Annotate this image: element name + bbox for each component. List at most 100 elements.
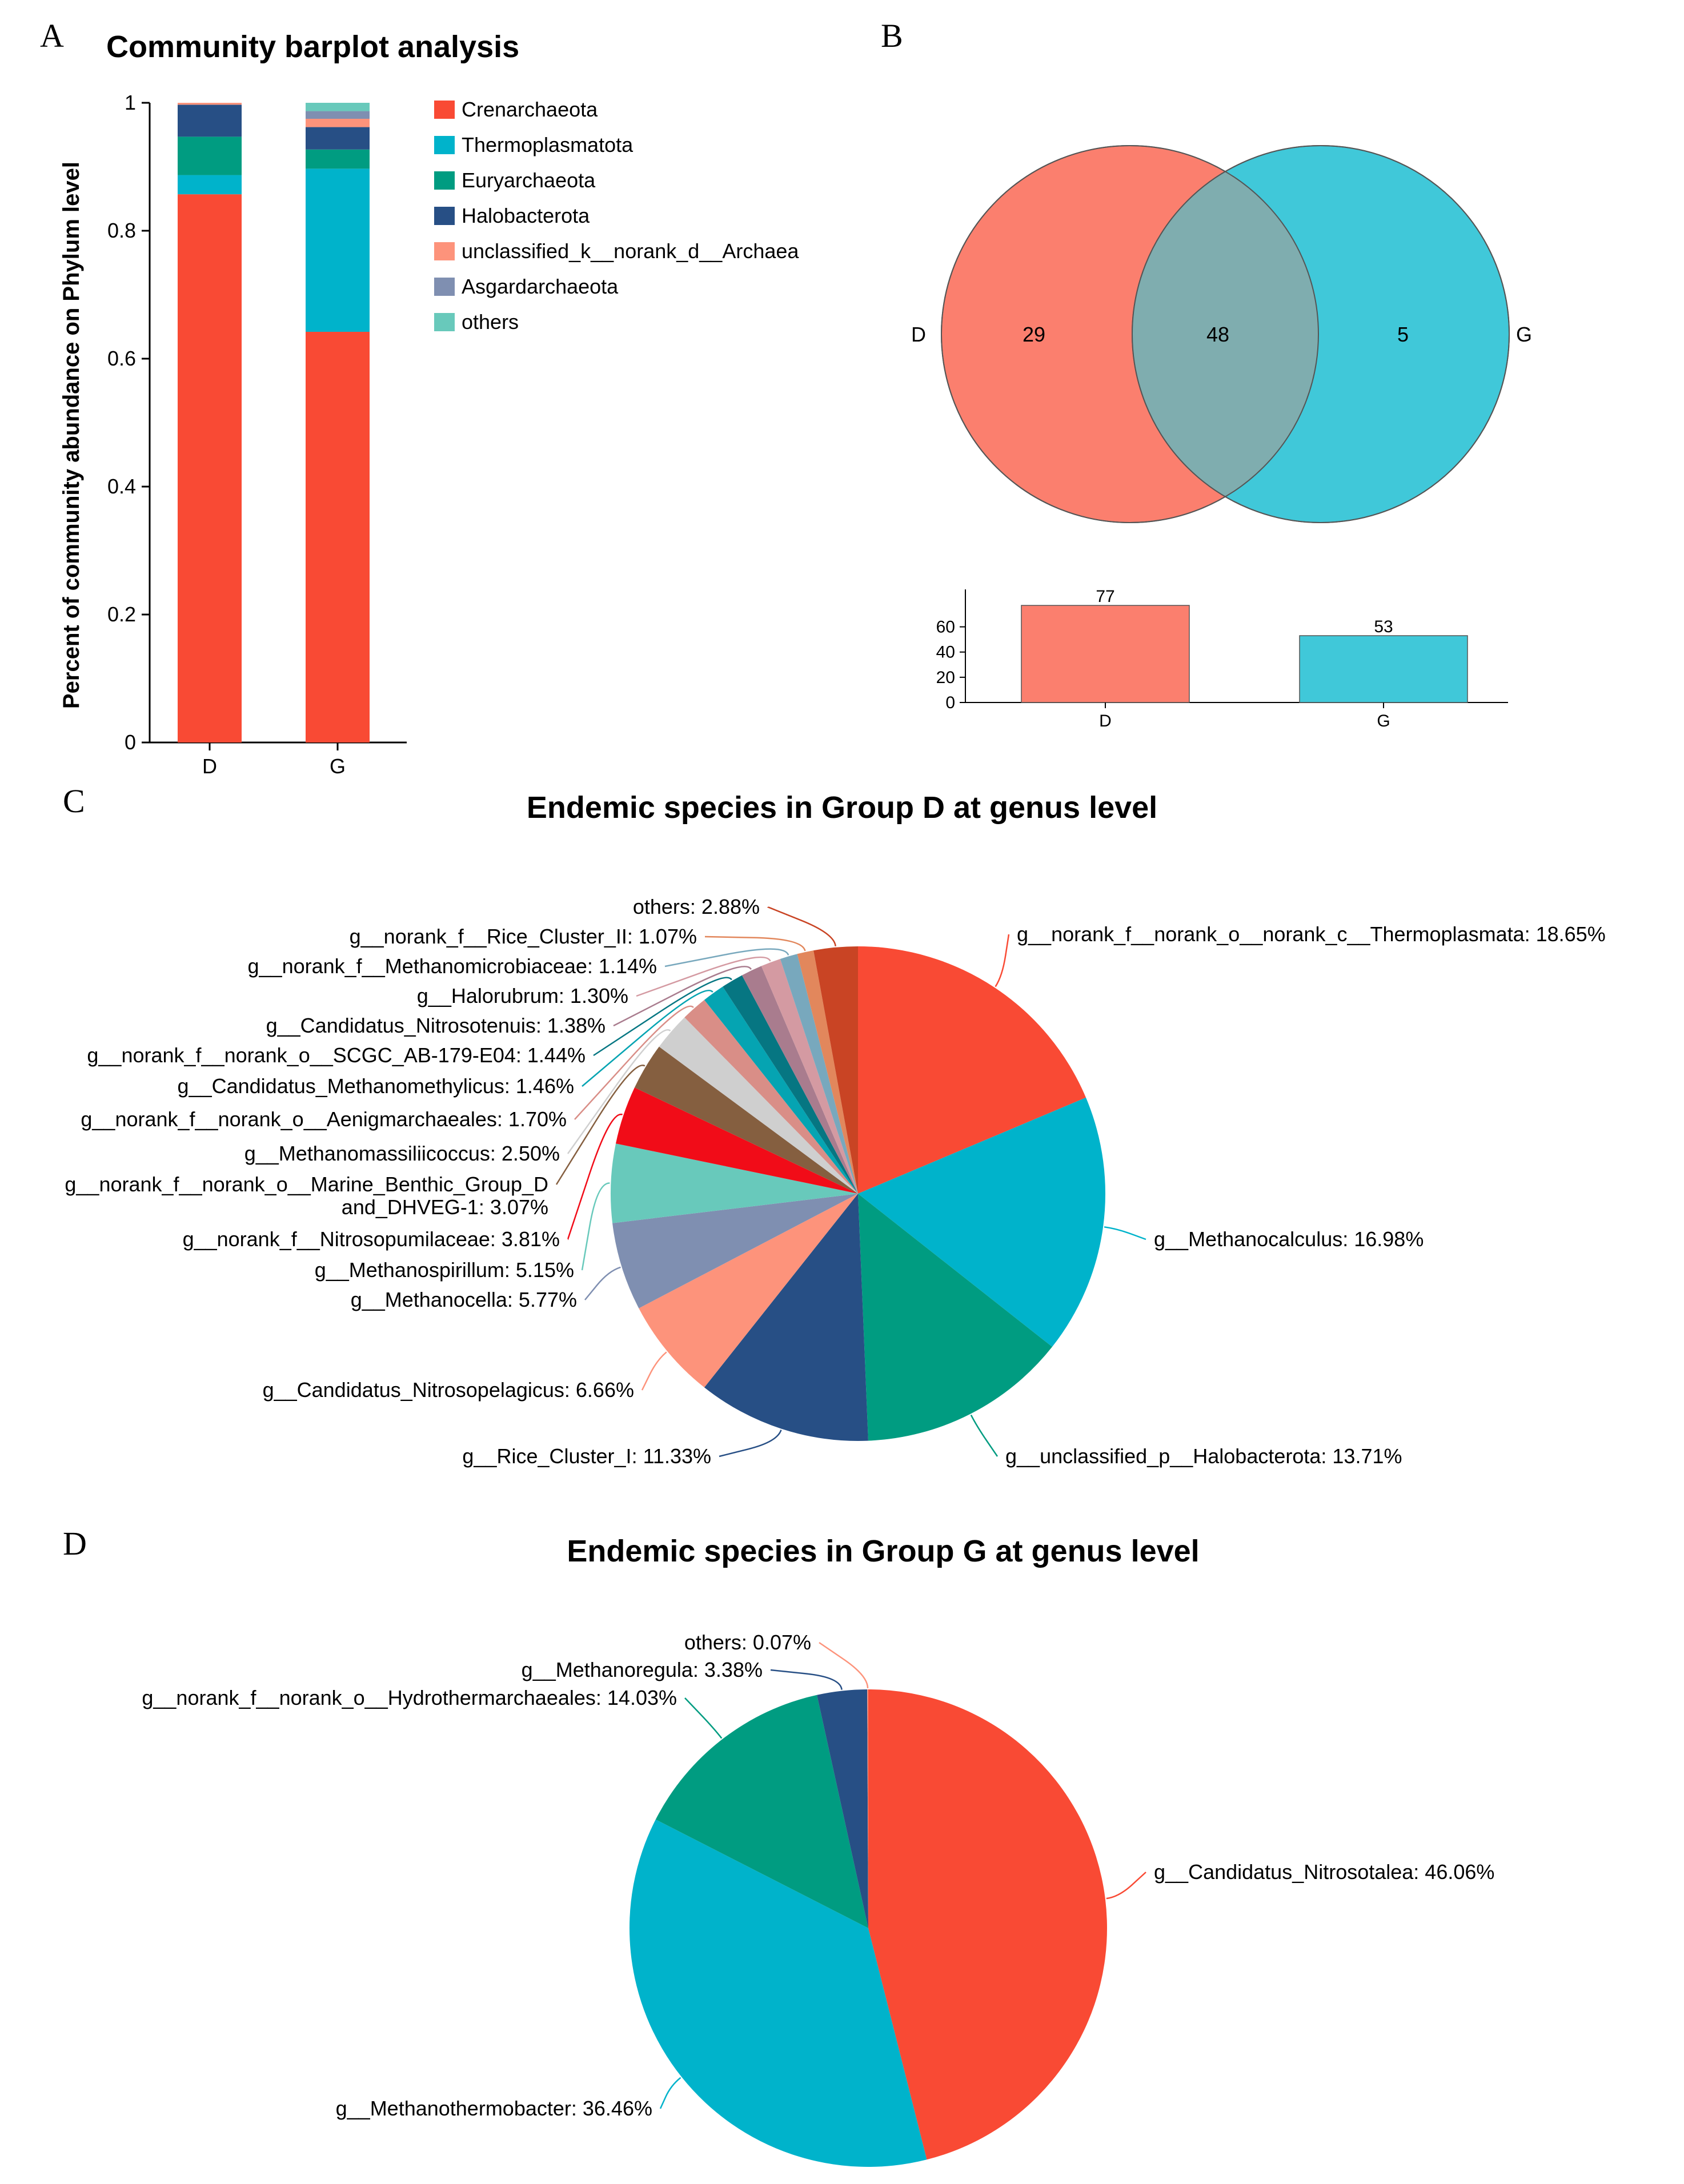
pieC-slice-others-2-88 — [813, 946, 858, 1194]
pieD-leader-line — [659, 2077, 681, 2109]
pieC-leader-line — [970, 1414, 999, 1458]
pieC-slice-g-methanospirillum-5-15 — [610, 1143, 858, 1223]
pieD-leader-line — [1106, 1871, 1147, 1900]
pieC-slice-g-norank-f-norank-o-scgc-ab-179-e04-1-44 — [723, 975, 858, 1194]
legend-swatch-halobacterota — [434, 207, 455, 225]
pieC-label-g-norank-f-nitrosopumilaceae-3-81: g__norank_f__Nitrosopumilaceae: 3.81% — [183, 1227, 560, 1251]
pie-c: g__norank_f__norank_o__norank_c__Thermop… — [65, 895, 1605, 1468]
pieC-leader-line — [613, 966, 752, 1027]
bar-g-asgardarchaeota — [306, 111, 370, 119]
pieC-slice-g-norank-f-rice-cluster-ii-1-07 — [797, 950, 858, 1194]
count-bar-d — [1021, 605, 1190, 703]
venn-d-only-count: 29 — [1023, 323, 1045, 346]
pieC-label-g-halorubrum-1-30: g__Halorubrum: 1.30% — [417, 984, 628, 1007]
pieC-leader-line — [567, 1113, 623, 1240]
pieC-leader-line — [995, 934, 1010, 987]
legend-swatch-crenarchaeota — [434, 101, 455, 119]
panel-b-y-tick-label: 20 — [936, 668, 955, 687]
pieC-slice-g-methanocella-5-77 — [612, 1194, 858, 1308]
pieC-label-g-methanospirillum-5-15: g__Methanospirillum: 5.15% — [315, 1258, 574, 1282]
panel-a-legend: Crenarchaeota Thermoplasmatota Euryarchaeo… — [434, 98, 799, 334]
legend-swatch-thermoplasmatota — [434, 136, 455, 154]
pieC-leader-line — [664, 948, 789, 967]
legend-label-crenarchaeota: Crenarchaeota — [462, 98, 598, 121]
pieC-slice-g-candidatus-nitrosotenuis-1-38 — [741, 966, 858, 1194]
pieC-slice-g-unclassified-p-halobacterota-13-71 — [858, 1194, 1052, 1441]
venn-circle-d-outline — [941, 145, 1319, 523]
pieC-slice-g-norank-f-nitrosopumilaceae-3-81 — [615, 1087, 858, 1194]
pieD-label-g-methanothermobacter-36-46: g__Methanothermobacter: 36.46% — [336, 2097, 652, 2120]
bar-g-crenarchaeota — [306, 331, 370, 742]
pieC-leader-line — [555, 1065, 645, 1185]
pieC-label-g-norank-f-norank-o-aenigmarchaeales-1-70: g__norank_f__norank_o__Aenigmarchaeales:… — [81, 1107, 567, 1131]
panel-a-y-tick-label: 0.8 — [107, 219, 136, 242]
pieC-label-g-norank-f-rice-cluster-ii-1-07: g__norank_f__Rice_Cluster_II: 1.07% — [350, 925, 697, 948]
panel-b: B 29 48 5 D G 0 20 40 60 77 D 53 G — [881, 17, 1532, 730]
panel-a-y-tick-label: 0 — [125, 730, 136, 754]
bar-d-unclassified-k-norank-d-archaea — [178, 103, 242, 105]
legend-label-asgardarchaeota: Asgardarchaeota — [462, 275, 619, 298]
pieD-label-g-candidatus-nitrosotalea-46-06: g__Candidatus_Nitrosotalea: 46.06% — [1154, 1860, 1494, 1884]
pieC-leader-line — [567, 1029, 671, 1154]
panel-c-label: C — [63, 782, 85, 820]
pie-d: g__Candidatus_Nitrosotalea: 46.06% g__Met… — [142, 1631, 1494, 2167]
pieD-slice-g-candidatus-nitrosotalea-46-06 — [868, 1689, 1107, 2160]
pieC-leader-line — [767, 906, 836, 947]
pieC-slice-g-rice-cluster-i-11-33 — [704, 1194, 868, 1441]
pieC-label-g-candidatus-methanomethylicus-1-46: g__Candidatus_Methanomethylicus: 1.46% — [178, 1074, 574, 1098]
pieC-slice-g-norank-f-norank-o-marine-benthic-group-d-and-dhveg-1-3-07 — [634, 1046, 858, 1194]
pieC-label-g-norank-f-norank-o-scgc-ab-179-e04-1-44: g__norank_f__norank_o__SCGC_AB-179-E04: … — [87, 1043, 586, 1067]
pieD-leader-line — [684, 1697, 723, 1739]
pieC-label-others-2-88: others: 2.88% — [633, 895, 760, 918]
venn-intersection-count: 48 — [1206, 323, 1229, 346]
pieC-leader-line — [1104, 1226, 1146, 1240]
pieD-leader-line — [819, 1641, 869, 1689]
pieD-slice-g-norank-f-norank-o-hydrothermarchaeales-14-03 — [655, 1695, 868, 1928]
pieC-slice-g-norank-f-norank-o-norank-c-thermoplasmata-18-65 — [858, 946, 1086, 1194]
pieC-label-g-unclassified-p-halobacterota-13-71: g__unclassified_p__Halobacterota: 13.71% — [1005, 1444, 1402, 1468]
bar-g-euryarchaeota — [306, 149, 370, 169]
panel-a-y-tick-label: 0.4 — [107, 475, 136, 498]
bar-d-thermoplasmatota — [178, 175, 242, 195]
panel-a-y-tick-label: 0.6 — [107, 347, 136, 370]
panel-a-y-tick-label: 1 — [125, 91, 136, 114]
legend-swatch-others — [434, 313, 455, 331]
panel-b-y-tick-label: 0 — [945, 693, 955, 712]
bar-d-halobacterota — [178, 105, 242, 137]
panel-b-x-tick-label: D — [1099, 712, 1112, 730]
pieC-slice-g-methanocalculus-16-98 — [858, 1097, 1106, 1347]
pieD-leader-line — [770, 1669, 843, 1690]
pieC-label-g-norank-f-norank-o-marine-benthic-group-d-and-dhveg-1-3-07: g__norank_f__norank_o__Marine_Benthic_Gr… — [65, 1173, 548, 1219]
panel-d-label: D — [63, 1525, 87, 1562]
pieC-leader-line — [581, 1182, 610, 1271]
pieC-leader-line — [584, 1266, 621, 1300]
bar-d-crenarchaeota — [178, 194, 242, 742]
pieD-label-others-0-07: others: 0.07% — [684, 1631, 811, 1654]
pieC-label-g-norank-f-methanomicrobiaceae-1-14: g__norank_f__Methanomicrobiaceae: 1.14% — [248, 954, 657, 978]
legend-label-thermoplasmatota: Thermoplasmatota — [462, 133, 633, 156]
venn-set-d-label: D — [911, 323, 926, 346]
legend-label-halobacterota: Halobacterota — [462, 204, 590, 227]
panel-b-x-tick-label: G — [1377, 712, 1390, 730]
venn-circle-g-outline — [1132, 145, 1510, 523]
pieD-slice-g-methanoregula-3-38 — [817, 1689, 868, 1928]
pieC-slice-g-halorubrum-1-30 — [761, 958, 858, 1194]
pieC-label-g-candidatus-nitrosotenuis-1-38: g__Candidatus_Nitrosotenuis: 1.38% — [266, 1014, 606, 1037]
legend-label-unclassified-k-norank-d-archaea: unclassified_k__norank_d__Archaea — [462, 239, 799, 263]
pieC-slice-g-norank-f-norank-o-aenigmarchaeales-1-70 — [684, 999, 858, 1194]
panel-c: C Endemic species in Group D at genus le… — [63, 782, 1606, 1468]
pieC-slice-g-candidatus-methanomethylicus-1-46 — [704, 986, 858, 1194]
pieC-label-g-methanocella-5-77: g__Methanocella: 5.77% — [351, 1288, 577, 1311]
count-bar-value-d: 77 — [1096, 587, 1114, 606]
panel-b-y-tick-label: 40 — [936, 643, 955, 662]
panel-a-bars — [178, 103, 370, 742]
panel-d: D Endemic species in Group G at genus le… — [63, 1525, 1494, 2167]
bar-g-halobacterota — [306, 127, 370, 150]
pieC-slice-g-methanomassiliicoccus-2-50 — [659, 1017, 858, 1194]
pieD-slice-others-0-07 — [867, 1689, 868, 1928]
legend-label-euryarchaeota: Euryarchaeota — [462, 168, 596, 192]
pieC-label-g-candidatus-nitrosopelagicus-6-66: g__Candidatus_Nitrosopelagicus: 6.66% — [263, 1378, 634, 1402]
count-bar-g — [1299, 635, 1468, 703]
pieC-leader-line — [593, 977, 732, 1057]
